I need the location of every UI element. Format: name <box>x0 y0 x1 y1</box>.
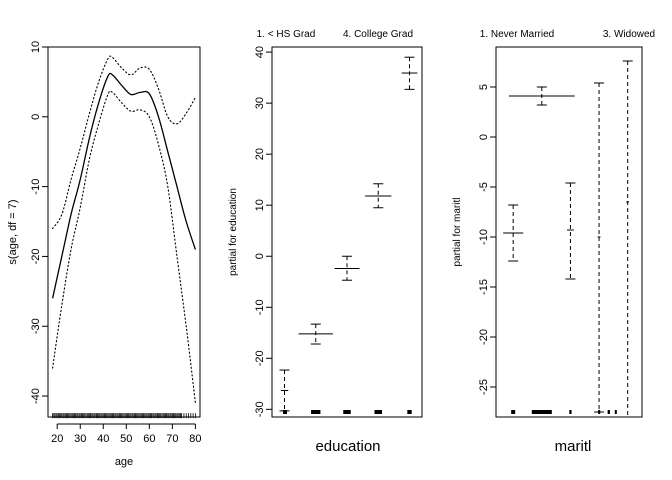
rug-marks <box>598 410 601 414</box>
y-axis-label-age: s(age, df = 7) <box>7 199 19 264</box>
x-tick-label: 30 <box>74 433 86 445</box>
y-tick-label: 10 <box>254 199 266 211</box>
x-axis-label-maritl: maritl <box>555 438 592 455</box>
rug-marks <box>569 410 572 414</box>
y-tick-label: 0 <box>478 134 490 140</box>
plot-frame-maritl <box>495 46 643 418</box>
y-tick-label: 20 <box>254 148 266 160</box>
y-tick-label: 0 <box>254 253 266 259</box>
x-tick-label: 20 <box>51 433 63 445</box>
plot-frame-age <box>47 46 201 418</box>
rug-marks <box>52 413 196 419</box>
x-axis-label-education: education <box>315 438 380 455</box>
y-axis-label-maritl: partial for maritl <box>452 198 463 267</box>
y-tick-label: -30 <box>30 318 42 334</box>
panel-maritl: -25 -20 -15 -10 -5 0 5 1. Never Married 3. Wid… <box>452 29 655 455</box>
rug-marks <box>282 410 287 414</box>
y-tick-label: -10 <box>478 229 490 245</box>
x-tick-label: 70 <box>166 433 178 445</box>
confidence-band-line <box>52 90 196 404</box>
x-tick-label: 60 <box>143 433 155 445</box>
y-tick-label: -30 <box>254 401 266 417</box>
education-plot-content: -30 -20 -10 0 10 20 30 40 <box>254 46 418 417</box>
y-tick-label: -10 <box>30 179 42 195</box>
panel-age: -40 -30 -20 -10 0 10 20 30 40 50 60 70 80 age s(age,… <box>7 41 202 468</box>
y-tick-label: -5 <box>478 182 490 192</box>
rug-marks <box>511 410 516 414</box>
y-tick-label: -40 <box>30 388 42 404</box>
y-tick-label: 30 <box>254 97 266 109</box>
rug-marks <box>607 410 610 414</box>
y-tick-label: -10 <box>254 299 266 315</box>
age-plot-content: -40 -30 -20 -10 0 10 20 30 40 50 60 70 80 <box>30 41 202 445</box>
confidence-band-line <box>52 55 196 230</box>
top-level-label-first: 1. < HS Grad <box>257 29 316 40</box>
y-tick-label: 0 <box>30 114 42 120</box>
x-tick-label: 80 <box>189 433 201 445</box>
rug-marks <box>531 410 552 414</box>
panel-education: -30 -20 -10 0 10 20 30 40 1. < HS Grad 4. Colle… <box>228 29 423 455</box>
x-tick-label: 50 <box>120 433 132 445</box>
fit-line <box>51 72 197 299</box>
top-level-label-last: 3. Widowed <box>603 29 655 40</box>
y-tick-label: -25 <box>478 379 490 395</box>
x-axis-label-age: age <box>115 456 133 468</box>
plot-frame-education <box>271 46 423 418</box>
y-tick-label: -20 <box>30 248 42 264</box>
rug-marks <box>407 410 412 414</box>
y-tick-label: -15 <box>478 279 490 295</box>
top-level-label-first: 1. Never Married <box>480 29 554 40</box>
y-axis-label-education: partial for education <box>228 188 239 276</box>
y-tick-label: -20 <box>254 350 266 366</box>
top-level-label-last: 4. College Grad <box>343 29 413 40</box>
maritl-plot-content: -25 -20 -15 -10 -5 0 5 <box>478 60 633 418</box>
rug-marks <box>614 410 617 414</box>
x-tick-label: 40 <box>97 433 109 445</box>
rug-marks <box>343 410 351 414</box>
y-tick-label: 10 <box>30 41 42 53</box>
y-tick-label: -20 <box>478 329 490 345</box>
y-tick-label: 5 <box>478 84 490 90</box>
rug-marks <box>374 410 382 414</box>
rug-marks <box>311 410 321 414</box>
y-tick-label: 40 <box>254 46 266 58</box>
